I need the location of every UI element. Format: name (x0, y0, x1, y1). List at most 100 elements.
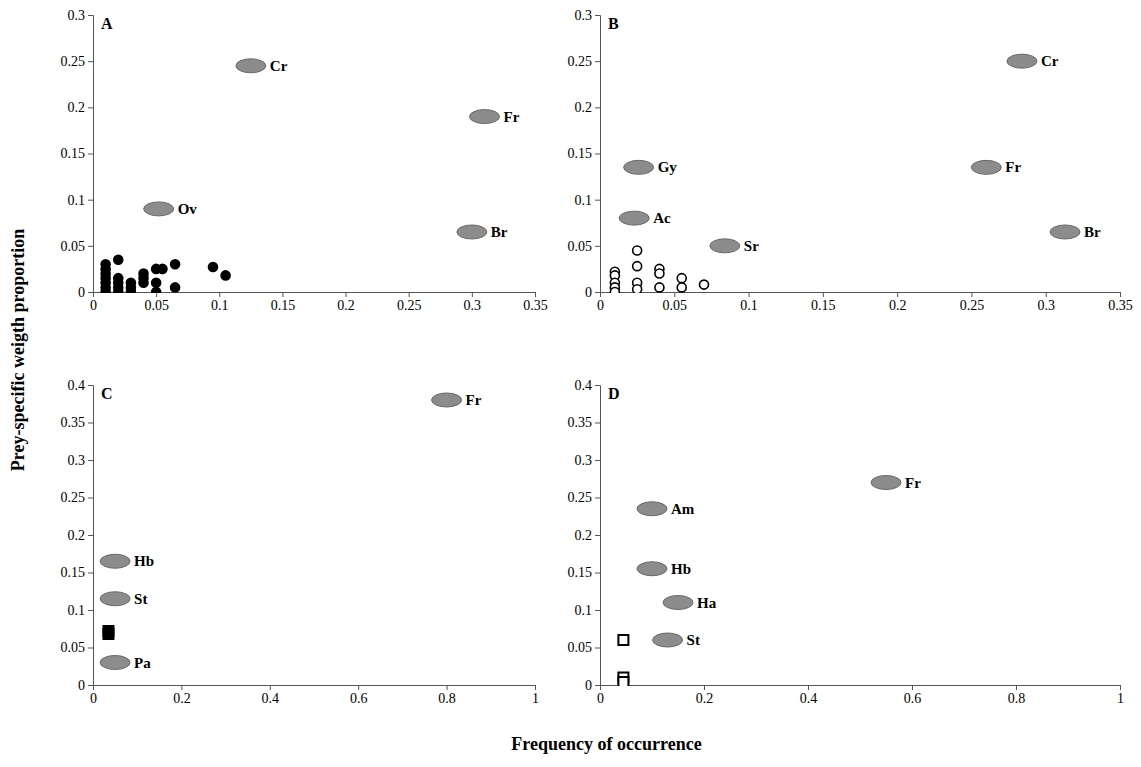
y-tick-label: 0.4 (68, 378, 86, 393)
y-tick-label: 0.2 (575, 100, 593, 115)
x-tick: 0.2 (696, 685, 714, 706)
x-tick-label: 0.6 (350, 691, 368, 706)
x-tick: 0.6 (350, 685, 368, 706)
y-axis: 00.050.10.150.20.250.3 (568, 8, 601, 300)
point (633, 246, 642, 255)
y-tick-label: 0.2 (68, 528, 86, 543)
x-tick: 0 (90, 292, 97, 313)
y-tick-mark (595, 610, 600, 611)
y-tick: 0.35 (568, 415, 601, 430)
x-tick: 0.1 (211, 292, 229, 313)
y-tick-mark (88, 423, 93, 424)
y-tick-label: 0.1 (68, 603, 86, 618)
y-tick-mark (595, 423, 600, 424)
prey-icon (637, 502, 667, 516)
prey-label: Fr (905, 475, 921, 491)
x-tick-label: 0.4 (262, 691, 280, 706)
marks (610, 54, 1080, 293)
x-tick-mark (181, 685, 182, 690)
point (139, 278, 148, 287)
x-tick: 0.25 (397, 292, 422, 313)
y-tick: 0.15 (61, 565, 94, 580)
y-tick-label: 0.3 (575, 8, 593, 23)
x-tick-label: 0 (90, 691, 97, 706)
y-tick-mark (595, 535, 600, 536)
x-tick-label: 0.15 (811, 298, 836, 313)
x-tick: 0.3 (1037, 292, 1055, 313)
x-axis: 00.050.10.150.20.250.30.35 (597, 292, 1133, 313)
y-tick-mark (88, 200, 93, 201)
x-tick: 0.8 (1008, 685, 1026, 706)
x-tick: 0.05 (144, 292, 169, 313)
y-tick: 0.05 (61, 640, 94, 655)
y-tick-mark (88, 685, 93, 686)
point (171, 283, 180, 292)
x-tick-label: 0.3 (1037, 298, 1055, 313)
prey-label: Fr (503, 109, 519, 125)
prey-icon (1050, 225, 1080, 239)
prey-icon (637, 562, 667, 576)
y-tick: 0.25 (61, 54, 94, 69)
y-tick-mark (595, 292, 600, 293)
x-tick-label: 1 (1117, 691, 1124, 706)
x-tick: 0.15 (811, 292, 836, 313)
prey-icon (663, 596, 693, 610)
y-tick-label: 0.05 (61, 239, 86, 254)
prey-label: Hb (671, 561, 691, 577)
y-tick-mark (595, 460, 600, 461)
y-tick-mark (595, 573, 600, 574)
x-tick-label: 0.25 (960, 298, 985, 313)
prey-icon (871, 476, 901, 490)
point (126, 288, 135, 294)
x-tick-label: 0.35 (523, 298, 548, 313)
y-axis: 00.050.10.150.20.250.3 (61, 8, 94, 300)
x-tick-mark (749, 292, 750, 297)
x-tick-mark (1120, 685, 1121, 690)
y-tick-mark (595, 154, 600, 155)
point (152, 278, 161, 287)
x-tick-label: 0.15 (271, 298, 296, 313)
prey-label: Gy (658, 159, 678, 175)
x-tick-label: 0 (597, 691, 604, 706)
x-tick-mark (1120, 292, 1121, 297)
x-tick-mark (674, 292, 675, 297)
y-tick-label: 0.05 (568, 239, 593, 254)
x-tick-mark (472, 292, 473, 297)
y-axis-line (88, 386, 94, 686)
prey-label: Br (1084, 224, 1101, 240)
x-axis-title: Frequency of occurrence (511, 734, 701, 754)
point (114, 255, 123, 264)
y-tick-label: 0.25 (568, 490, 593, 505)
prey-icon (144, 202, 174, 216)
x-axis-line (94, 293, 536, 298)
y-tick-label: 0.15 (568, 146, 593, 161)
x-tick: 0.4 (262, 685, 280, 706)
y-tick: 0.15 (568, 565, 601, 580)
prey-icon (100, 656, 130, 670)
y-tick-mark (595, 385, 600, 386)
point (677, 274, 686, 283)
x-tick: 0.35 (1108, 292, 1133, 313)
prey-label: St (687, 632, 700, 648)
y-tick: 0.25 (568, 490, 601, 505)
x-tick-label: 0.05 (144, 298, 169, 313)
x-tick-mark (704, 685, 705, 690)
prey-icon (624, 160, 654, 174)
y-tick-label: 0.4 (575, 378, 593, 393)
y-tick: 0.2 (68, 100, 94, 115)
y-tick-mark (88, 292, 93, 293)
y-tick-label: 0.25 (568, 54, 593, 69)
y-tick-mark (595, 246, 600, 247)
y-tick-label: 0.15 (568, 565, 593, 580)
prey-label: Cr (270, 58, 288, 74)
point (610, 288, 619, 294)
y-tick: 0.15 (568, 146, 601, 161)
y-axis-title: Prey-specific weigth proportion (8, 229, 28, 471)
prey-icon (100, 592, 130, 606)
x-tick-label: 0.6 (904, 691, 922, 706)
x-tick-mark (971, 292, 972, 297)
point (114, 288, 123, 294)
point (103, 629, 113, 639)
prey-icon (100, 554, 130, 568)
y-tick-label: 0.3 (575, 453, 593, 468)
